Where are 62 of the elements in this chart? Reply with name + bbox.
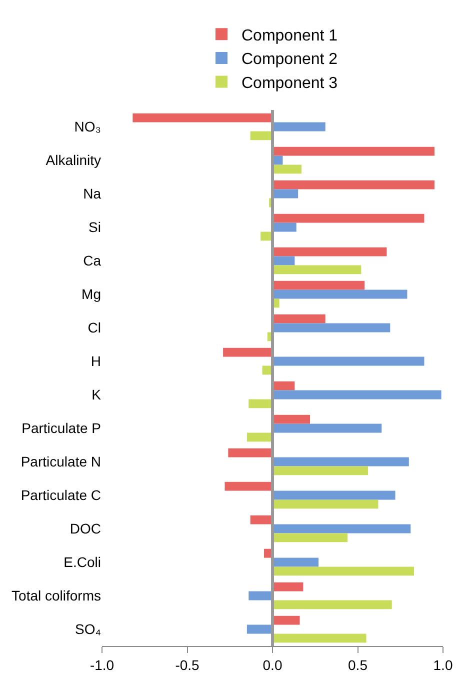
y-tick-label: Particulate P	[22, 420, 101, 436]
bar	[248, 399, 272, 408]
bar	[272, 180, 434, 190]
bar	[272, 634, 366, 643]
y-tick-label: Mg	[82, 286, 101, 302]
bar	[272, 524, 411, 534]
bar	[272, 222, 296, 232]
y-tick-label: Na	[83, 186, 102, 202]
y-tick-label: DOC	[70, 520, 101, 537]
y-tick-label: E.Coli	[64, 554, 101, 570]
bar	[272, 247, 387, 256]
bar	[272, 424, 382, 433]
bar	[272, 582, 304, 592]
y-tick-label: H	[90, 353, 101, 370]
bar	[272, 280, 365, 290]
bar	[250, 131, 272, 140]
bar	[272, 265, 362, 274]
bar	[272, 490, 396, 500]
y-tick-label: Particulate N	[20, 454, 101, 470]
bar	[248, 591, 272, 600]
bar	[223, 348, 272, 357]
y-tick-label: Total coliforms	[12, 588, 101, 604]
bar	[272, 314, 326, 324]
y-tick-label: Cl	[88, 320, 101, 336]
bar	[272, 616, 300, 625]
bar	[272, 122, 326, 132]
bar	[250, 515, 272, 524]
bar	[272, 214, 424, 223]
bar	[272, 500, 378, 509]
bar	[132, 113, 272, 122]
y-tick-label: SO₄	[75, 621, 102, 638]
bar	[228, 448, 272, 458]
bar	[272, 566, 414, 576]
bar	[272, 146, 434, 156]
bar	[272, 558, 319, 567]
legend-label: Component 2	[242, 51, 338, 68]
y-tick-label: Alkalinity	[46, 152, 101, 168]
bar	[246, 432, 272, 442]
x-tick-label: -0.5	[175, 656, 200, 673]
y-tick-label: NO₃	[74, 118, 101, 135]
bar	[224, 482, 272, 491]
legend-label: Component 3	[242, 75, 338, 92]
y-tick-label: Particulate C	[20, 487, 101, 504]
bar	[272, 381, 295, 390]
x-tick-label: 0.0	[262, 656, 282, 673]
bar	[272, 356, 424, 366]
bar	[272, 466, 368, 476]
bar	[272, 390, 442, 400]
bar	[272, 533, 348, 542]
y-tick-label: Ca	[83, 252, 102, 269]
x-tick-label: 0.5	[348, 656, 368, 673]
bar	[272, 457, 409, 466]
x-tick-label: -1.0	[90, 656, 114, 673]
bar	[272, 323, 390, 332]
y-tick-label: Si	[88, 219, 101, 236]
x-tick-label: 1.0	[433, 656, 453, 673]
bar	[272, 290, 408, 299]
y-tick-label: K	[92, 386, 102, 403]
bar	[272, 600, 392, 610]
bar	[272, 164, 302, 174]
legend-label: Component 1	[242, 27, 338, 44]
bar	[272, 414, 310, 424]
